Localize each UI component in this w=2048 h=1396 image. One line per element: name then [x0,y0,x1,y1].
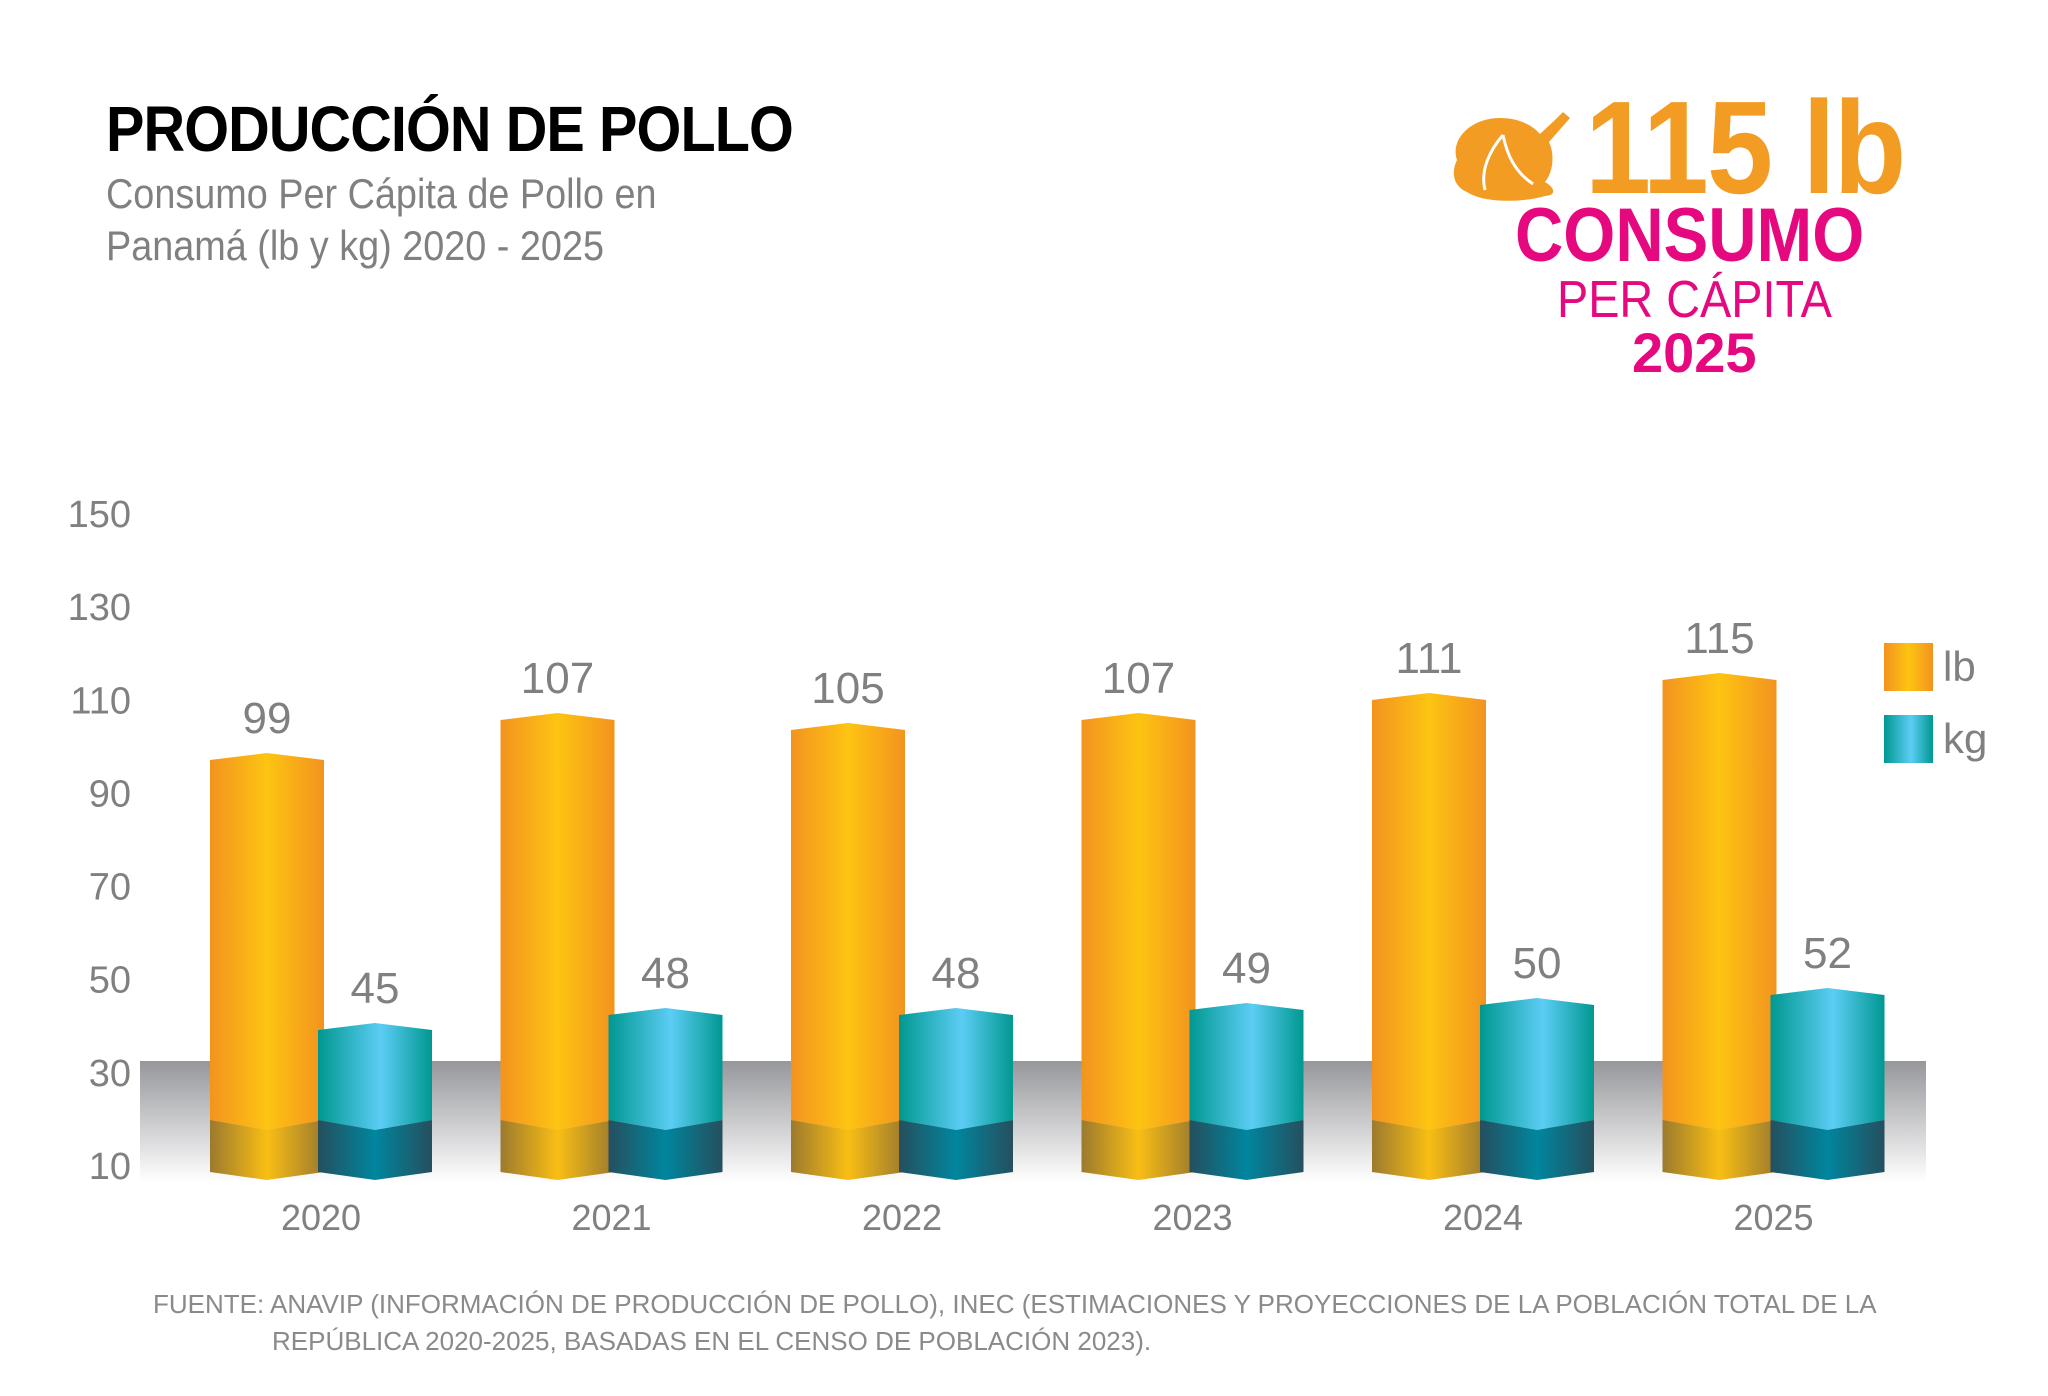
chart-floor [140,1061,1926,1182]
y-tick-label: 90 [89,773,131,815]
bar-base-kg-2023 [1189,1120,1304,1180]
data-label-lb-2025: 115 [1684,614,1754,663]
x-tick-label: 2021 [571,1197,651,1238]
highlight-label-consumo: CONSUMO [1515,193,1865,278]
bar-group-2023: 107 49 2023 [1081,654,1304,1238]
highlight-year: 2025 [1632,321,1757,384]
data-label-lb-2020: 99 [243,694,292,743]
bar-group-2025: 115 52 2025 [1662,614,1885,1238]
source-footer: FUENTE: ANAVIP (INFORMACIÓN DE PRODUCCIÓ… [153,1286,1877,1360]
bar-group-2021: 107 48 2021 [500,654,723,1238]
bar-base-lb-2022 [791,1120,905,1180]
data-label-lb-2023: 107 [1102,654,1175,703]
bar-base-lb-2025 [1662,1120,1777,1180]
bar-base-lb-2020 [210,1120,324,1180]
bar-lb-2022 [791,723,905,1130]
x-tick-label: 2020 [281,1197,361,1238]
bar-base-kg-2025 [1770,1120,1885,1180]
x-tick-label: 2024 [1443,1197,1523,1238]
highlight-value: 115 lb [1585,74,1906,221]
bar-base-kg-2024 [1480,1120,1594,1180]
legend-swatch-lb [1884,643,1933,691]
bar-base-lb-2023 [1081,1120,1196,1180]
legend: lb kg [1884,643,1987,763]
footer-line-1: FUENTE: ANAVIP (INFORMACIÓN DE PRODUCCIÓ… [153,1289,1877,1319]
bar-group-2024: 111 50 2024 [1372,634,1594,1238]
subtitle-line-2: Panamá (lb y kg) 2020 - 2025 [106,222,604,269]
y-tick-label: 110 [70,680,131,722]
bar-lb-2021 [500,713,615,1130]
bar-base-lb-2024 [1372,1120,1486,1180]
bar-lb-2024 [1372,693,1486,1130]
footer-line-2: REPÚBLICA 2020-2025, BASADAS EN EL CENSO… [272,1326,1152,1356]
legend-label-kg: kg [1943,715,1987,762]
y-tick-label: 10 [89,1146,131,1188]
bar-base-lb-2021 [500,1120,615,1180]
bar-kg-2021 [608,1008,723,1130]
bar-lb-2025 [1662,673,1777,1130]
page-subtitle: Consumo Per Cápita de Pollo en Panamá (l… [106,168,754,272]
y-tick-label: 30 [89,1053,131,1095]
data-label-kg-2022: 48 [932,949,981,998]
y-tick-label: 130 [68,587,131,629]
bar-kg-2023 [1189,1003,1304,1130]
data-label-lb-2024: 111 [1396,634,1463,683]
subtitle-line-1: Consumo Per Cápita de Pollo en [106,170,657,217]
bar-kg-2024 [1480,998,1594,1130]
data-label-kg-2020: 45 [351,964,400,1013]
bar-base-kg-2021 [608,1120,723,1180]
data-label-lb-2021: 107 [521,654,594,703]
x-tick-label: 2022 [862,1197,942,1238]
x-tick-label: 2025 [1733,1197,1813,1238]
bar-base-kg-2020 [318,1120,432,1180]
bar-lb-2020 [210,753,324,1130]
data-label-kg-2024: 50 [1513,939,1562,988]
data-label-kg-2025: 52 [1803,929,1852,978]
legend-swatch-kg [1884,715,1933,763]
bar-base-kg-2022 [899,1120,1013,1180]
page-title: PRODUCCIÓN DE POLLO [106,93,794,165]
bar-kg-2022 [899,1008,1013,1130]
data-label-kg-2023: 49 [1222,944,1271,993]
roast-chicken-icon [1453,112,1570,201]
highlight-label-per-capita: PER CÁPITA [1557,271,1832,329]
bar-lb-2023 [1081,713,1196,1130]
y-axis: 150 130 110 90 70 50 30 10 [68,494,131,1188]
x-tick-label: 2023 [1152,1197,1232,1238]
bar-group-2020: 99 45 2020 [210,694,432,1238]
bar-kg-2025 [1770,988,1885,1130]
bar-group-2022: 105 48 2022 [791,664,1013,1238]
data-label-kg-2021: 48 [641,949,690,998]
legend-label-lb: lb [1943,643,1976,690]
y-tick-label: 70 [89,867,131,909]
y-tick-label: 150 [68,494,131,536]
bars: 99 45 2020 107 48 2021 105 48 2022 107 49 2023 111 50… [210,614,1885,1238]
data-label-lb-2022: 105 [811,664,884,713]
y-tick-label: 50 [89,960,131,1002]
bar-kg-2020 [318,1023,432,1130]
